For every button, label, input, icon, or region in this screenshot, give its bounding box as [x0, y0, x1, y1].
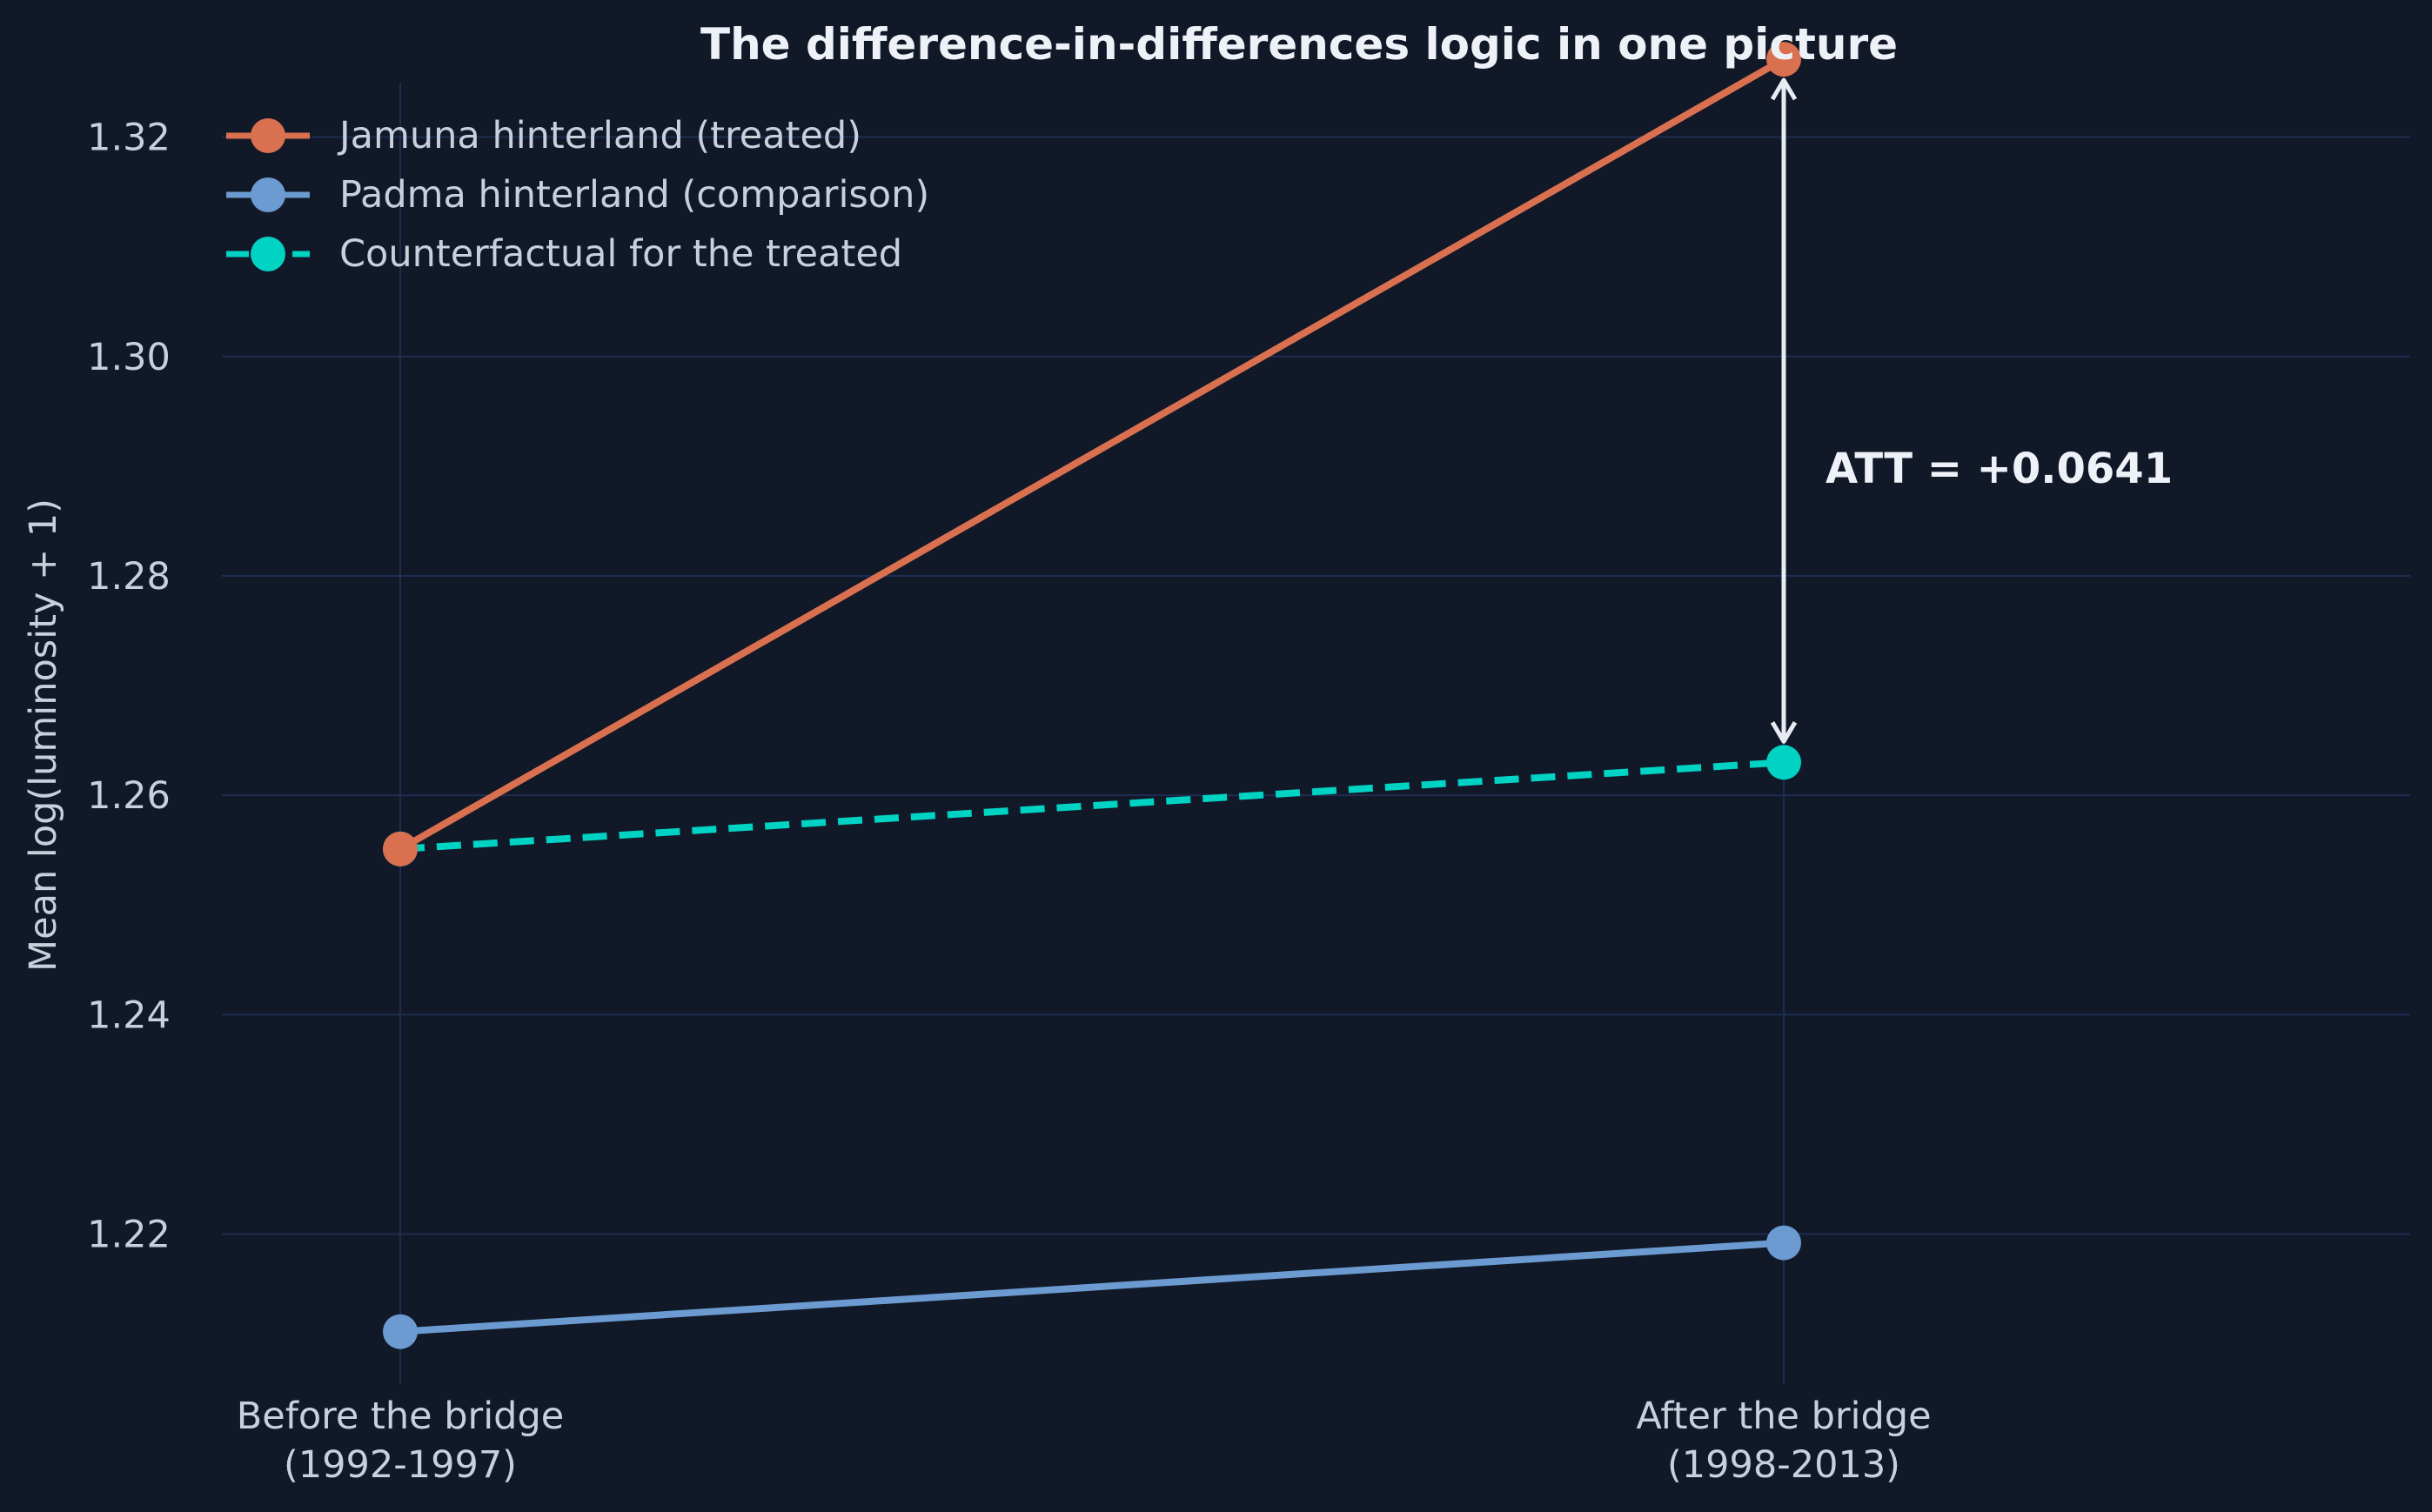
data-point — [383, 1314, 418, 1349]
y-tick-label: 1.30 — [87, 336, 171, 379]
grid — [222, 83, 2410, 1383]
legend-marker — [251, 237, 285, 271]
x-tick-label: (1992-1997) — [284, 1443, 517, 1487]
y-tick-label: 1.24 — [87, 994, 171, 1037]
x-tick-label: (1998-2013) — [1667, 1443, 1900, 1487]
legend-marker — [251, 118, 285, 153]
y-axis-label: Mean log(luminosity + 1) — [22, 498, 65, 972]
data-point — [1766, 1225, 1801, 1261]
legend-marker — [251, 177, 285, 212]
att-annotation: ATT = +0.0641 — [1826, 445, 2173, 493]
chart-title: The difference-in-differences logic in o… — [700, 19, 1898, 70]
legend-item: Counterfactual for the treated — [226, 232, 902, 276]
y-tick-label: 1.28 — [87, 555, 171, 599]
series-line — [399, 759, 1785, 853]
x-tick-label: After the bridge — [1636, 1395, 1931, 1438]
x-axis-ticks: Before the bridge (1992-1997) After the br… — [237, 1395, 1932, 1487]
legend-item: Jamuna hinterland (treated) — [226, 114, 861, 157]
annotation-layer: ATT = +0.0641 — [1770, 77, 2173, 744]
series-line — [397, 56, 1787, 853]
series-layer — [383, 42, 1801, 1349]
legend-label: Counterfactual for the treated — [339, 232, 902, 276]
data-point — [1766, 745, 1801, 780]
data-point — [1766, 42, 1801, 77]
legend: Jamuna hinterland (treated) Padma hinter… — [226, 114, 929, 276]
y-axis-ticks: 1.22 1.24 1.26 1.28 1.30 1.32 — [87, 117, 171, 1257]
data-point — [383, 831, 418, 866]
series-line — [397, 1239, 1787, 1335]
legend-label: Padma hinterland (comparison) — [339, 173, 929, 217]
y-tick-label: 1.26 — [87, 774, 171, 818]
y-tick-label: 1.22 — [87, 1213, 171, 1256]
legend-label: Jamuna hinterland (treated) — [337, 114, 861, 157]
att-arrow-head-bottom — [1770, 721, 1798, 744]
y-tick-label: 1.32 — [87, 117, 171, 160]
att-arrow-head-top — [1770, 77, 1798, 101]
x-tick-label: Before the bridge — [237, 1395, 564, 1438]
legend-item: Padma hinterland (comparison) — [226, 173, 929, 217]
